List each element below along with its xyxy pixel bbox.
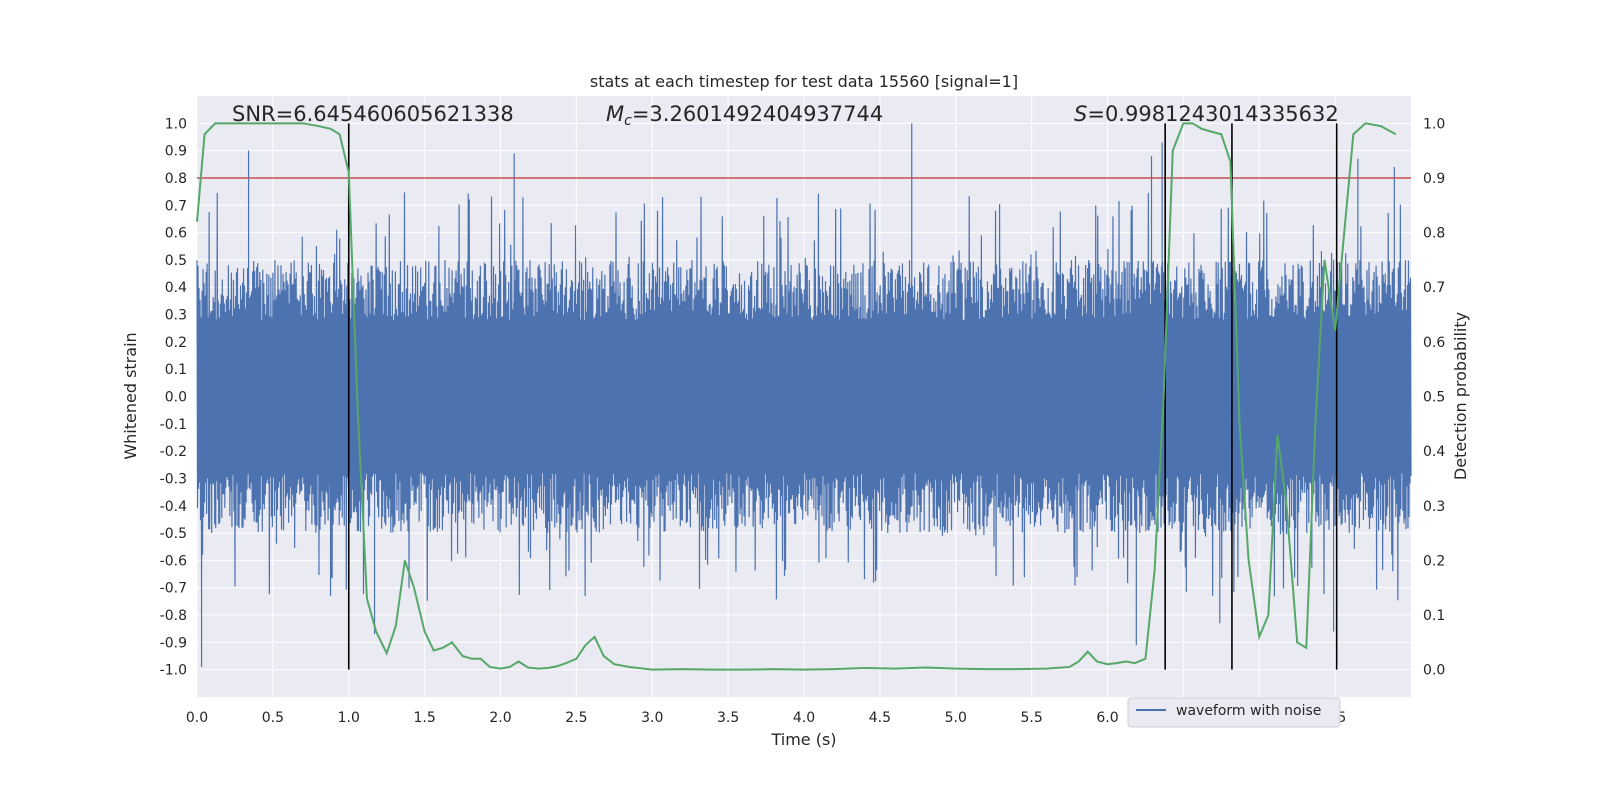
y-tick-label: 0.8 [165, 171, 187, 187]
legend: waveform with noise [1127, 697, 1341, 728]
chart-title: stats at each timestep for test data 155… [590, 72, 1018, 91]
y-tick-label: 0.2 [165, 335, 187, 351]
score-annotation: S=0.9981243014335632 [1074, 102, 1339, 126]
x-tick-label: 2.5 [565, 710, 587, 726]
x-tick-label: 5.5 [1020, 710, 1042, 726]
y-right-tick-label: 1.0 [1423, 116, 1445, 132]
y-right-tick-label: 0.9 [1423, 171, 1445, 187]
x-tick-label: 4.0 [793, 710, 815, 726]
y-tick-label: 1.0 [165, 116, 187, 132]
snr-annotation: SNR=6.645460605621338 [232, 102, 514, 126]
y-tick-label: 0.3 [165, 308, 187, 324]
y-right-tick-label: 0.3 [1423, 499, 1445, 515]
y-tick-label: -0.9 [160, 635, 187, 651]
y-tick-label: 0.1 [165, 362, 187, 378]
y-right-tick-label: 0.6 [1423, 335, 1445, 351]
x-tick-label: 2.0 [489, 710, 511, 726]
y-tick-label: 0.9 [165, 144, 187, 160]
y-axis-right-ticks: 1.0 0.9 0.8 0.7 0.6 0.5 0.4 0.3 0.2 0.1 0.0 [1423, 116, 1445, 678]
x-tick-label: 0.0 [186, 710, 208, 726]
x-tick-label: 1.5 [413, 710, 435, 726]
x-tick-label: 3.0 [641, 710, 663, 726]
y-tick-label: -0.6 [160, 553, 187, 569]
x-tick-label: 5.0 [945, 710, 967, 726]
probability-line [196, 122, 1397, 671]
legend-box [1127, 697, 1341, 728]
y-right-tick-label: 0.5 [1423, 390, 1445, 406]
y-tick-label: -0.5 [160, 526, 187, 542]
y-tick-label: 0.0 [165, 390, 187, 406]
y-right-tick-label: 0.8 [1423, 226, 1445, 242]
x-tick-label: 3.5 [717, 710, 739, 726]
x-axis-label: Time (s) [770, 730, 836, 749]
x-tick-label: 0.5 [262, 710, 284, 726]
y-tick-label: -0.1 [160, 417, 187, 433]
y-tick-label: -0.8 [160, 608, 187, 624]
y-tick-label: -0.7 [160, 581, 187, 597]
y-right-tick-label: 0.0 [1423, 663, 1445, 679]
y-tick-label: 0.6 [165, 226, 187, 242]
x-tick-label: 4.5 [869, 710, 891, 726]
y-right-tick-label: 0.7 [1423, 280, 1445, 296]
waveform-dense-band [197, 341, 1411, 452]
chirp-mass-annotation: Mc=3.2601492404937744 [606, 102, 883, 129]
y-axis-right-label: Detection probability [1451, 312, 1470, 480]
y-tick-label: 0.4 [165, 280, 187, 296]
y-right-tick-label: 0.1 [1423, 608, 1445, 624]
x-tick-label: 6.0 [1096, 710, 1118, 726]
y-right-tick-label: 0.4 [1423, 444, 1445, 460]
y-tick-label: -0.2 [160, 444, 187, 460]
waveform-with-noise-series [196, 123, 1412, 667]
y-tick-label: -0.4 [160, 499, 187, 515]
detection-probability-series [196, 122, 1397, 671]
y-tick-label: -1.0 [160, 663, 187, 679]
y-axis-label: Whitened strain [121, 332, 140, 459]
legend-label: waveform with noise [1176, 703, 1321, 719]
y-tick-label: 0.5 [165, 253, 187, 269]
y-tick-label: -0.3 [160, 471, 187, 487]
x-tick-label: 1.0 [338, 710, 360, 726]
y-tick-label: 0.7 [165, 198, 187, 214]
y-right-tick-label: 0.2 [1423, 553, 1445, 569]
y-axis-ticks: 1.0 0.9 0.8 0.7 0.6 0.5 0.4 0.3 0.2 0.1 0.0 -0.1 -0.… [160, 116, 187, 678]
